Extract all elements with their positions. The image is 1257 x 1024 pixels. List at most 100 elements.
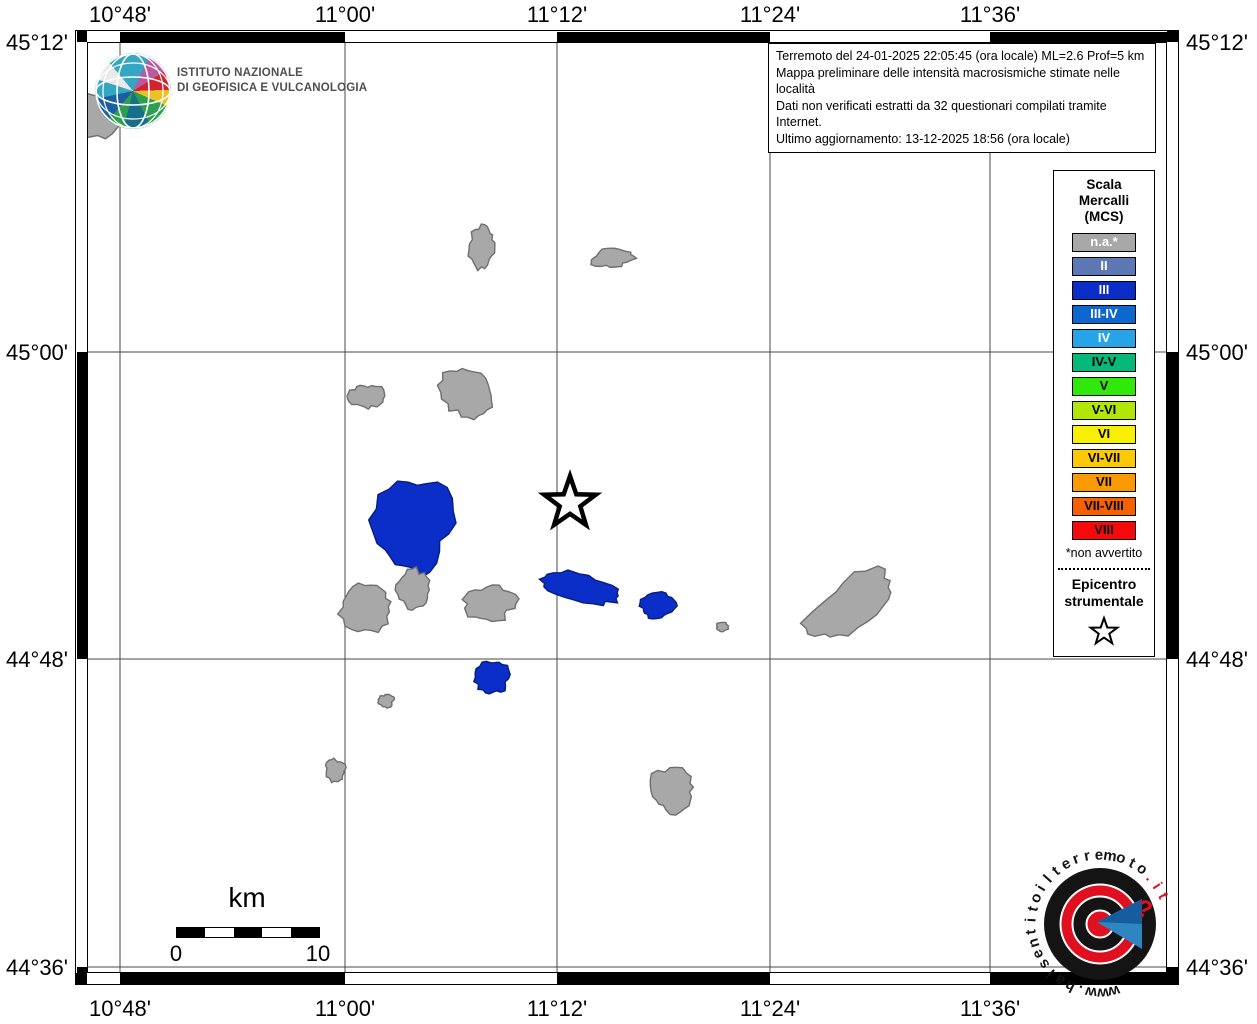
frame-checker-segment (120, 31, 345, 42)
axis-label-lon-bottom: 11°36' (959, 996, 1021, 1021)
legend-swatch-iv: IV (1072, 329, 1136, 348)
legend-swatch-viii: VIII (1072, 521, 1136, 540)
frame-checker-segment (990, 973, 1167, 984)
megaphone-cone-shade (1097, 899, 1142, 924)
frame-checker-segment (76, 352, 87, 659)
legend-title-line: (MCS) (1084, 209, 1124, 224)
axis-label-lat-right: 45°00' (1186, 340, 1248, 365)
legend-swatch-v-vi: V-VI (1072, 401, 1136, 420)
locality-polygon-na (324, 757, 347, 784)
locality-polygon-felt (638, 590, 678, 620)
epicenter-star (537, 469, 603, 531)
legend-swatch-vi: VI (1072, 425, 1136, 444)
legend-swatch-iii: III (1072, 281, 1136, 300)
info-line-map: Mappa preliminare delle intensità macros… (776, 65, 1120, 97)
axis-label-lon-top: 11°36' (959, 2, 1021, 27)
legend-title-line: Scala (1086, 177, 1122, 192)
locality-polygon-na (467, 223, 496, 272)
legend-swatch-vi-vii: VI-VII (1072, 449, 1136, 468)
frame-checker-segment (557, 973, 770, 984)
axis-label-lon-bottom: 11°24' (739, 996, 801, 1021)
frame-checker-segment (557, 31, 770, 42)
frame-checker-segment (120, 973, 345, 984)
legend-swatch-ii: II (1072, 257, 1136, 276)
locality-polygon-na (799, 565, 892, 638)
locality-polygon-na (590, 247, 638, 269)
legend-swatch-vii-viii: VII-VIII (1072, 497, 1136, 516)
legend-title: Scala Mercalli (MCS) (1054, 177, 1154, 225)
legend-title-line: Mercalli (1078, 193, 1130, 208)
locality-polygon-felt (472, 660, 511, 695)
ingv-globe-icon (95, 53, 171, 129)
hsit-text-char: w (1096, 984, 1110, 1002)
scale-bar-end-label: 10 (305, 941, 331, 966)
legend-footnote: *non avvertito (1065, 546, 1143, 560)
scale-bar-segment (233, 928, 263, 937)
globe-graticule-icon (95, 53, 171, 129)
ingv-wordmark: ISTITUTO NAZIONALE DI GEOFISICA E VULCAN… (177, 66, 367, 95)
legend-swatch-v: V (1072, 377, 1136, 396)
legend-divider (1058, 568, 1150, 570)
axis-label-lat-left: 44°36' (6, 955, 68, 980)
legend-swatch-iii-iv: III-IV (1072, 305, 1136, 324)
scale-bar-segment (177, 928, 206, 937)
frame-outer-line (75, 30, 1179, 985)
locality-polygon-na (346, 384, 386, 410)
scale-bar-start-label: 0 (169, 941, 183, 966)
axis-label-lon-top: 11°00' (314, 2, 376, 27)
frame-inner-line (87, 42, 1167, 973)
legend-swatch-n-a-: n.a.* (1072, 233, 1136, 252)
legend-swatch-list: n.a.* II III III-IV IV IV-V V V-VI VI VI-VII VII VI… (1054, 233, 1154, 540)
axis-label-lat-left: 44°48' (6, 647, 68, 672)
target-rings-icon (1044, 868, 1156, 980)
locality-polygon-na (336, 582, 392, 634)
axis-label-lon-top: 10°48' (89, 2, 151, 27)
frame-checker-segment (1167, 967, 1178, 984)
locality-polygon-na (715, 621, 730, 633)
locality-polygon-na (461, 584, 520, 623)
legend-epicenter-line: strumentale (1064, 593, 1144, 609)
scale-bar-segment (290, 928, 320, 937)
info-line-update: Ultimo aggiornamento: 13-12-2025 18:56 (… (776, 131, 1070, 146)
legend-swatch-iv-v: IV-V (1072, 353, 1136, 372)
scale-bar-segment (262, 928, 291, 937)
scale-bar-segment (205, 928, 234, 937)
scale-bar-rule (176, 927, 320, 938)
axis-label-lon-top: 11°24' (739, 2, 801, 27)
ingv-wordmark-line1: ISTITUTO NAZIONALE (177, 67, 304, 79)
axis-label-lon-top: 11°12' (526, 2, 588, 27)
locality-polygon-felt (538, 569, 620, 607)
ingv-wordmark-line2: DI GEOFISICA E VULCANOLOGIA (177, 81, 368, 94)
frame-checker-segment (76, 31, 87, 42)
scale-bar-unit: km (228, 882, 266, 913)
axis-label-lat-right: 44°48' (1186, 647, 1248, 672)
axis-label-lat-left: 45°00' (6, 340, 68, 365)
frame-checker-segment (76, 967, 87, 984)
locality-polygon-na (649, 766, 695, 816)
locality-polygon-na (436, 367, 494, 421)
info-line-event: Terremoto del 24-01-2025 22:05:45 (ora l… (776, 49, 1145, 63)
legend-swatch-vii: VII (1072, 473, 1136, 492)
axis-label-lon-bottom: 10°48' (89, 996, 151, 1021)
locality-polygon-felt (367, 480, 457, 580)
legend-star-glyph (1087, 614, 1121, 646)
frame-checker-segment (990, 31, 1167, 42)
axis-label-lat-left: 45°12' (6, 30, 68, 55)
earthquake-info-box: Terremoto del 24-01-2025 22:05:45 (ora l… (768, 43, 1156, 153)
intensity-legend: Scala Mercalli (MCS) n.a.* II III III-IV IV I… (1053, 170, 1155, 657)
locality-polygon-na (394, 565, 431, 612)
axis-label-lon-bottom: 11°12' (526, 996, 588, 1021)
epicenter-star-icon (1087, 614, 1121, 646)
axis-label-lat-right: 44°36' (1186, 955, 1248, 980)
info-line-data: Dati non verificati estratti da 32 quest… (776, 98, 1107, 130)
frame-checker-segment (1167, 31, 1178, 42)
legend-epicenter-line: Epicentro (1071, 576, 1137, 592)
axis-label-lat-right: 45°12' (1186, 30, 1248, 55)
frame-checker-segment (1167, 352, 1178, 659)
legend-epicenter-label: Epicentro strumentale (1054, 576, 1154, 610)
locality-polygon-na (376, 693, 396, 710)
axis-label-lon-bottom: 11°00' (314, 996, 376, 1021)
